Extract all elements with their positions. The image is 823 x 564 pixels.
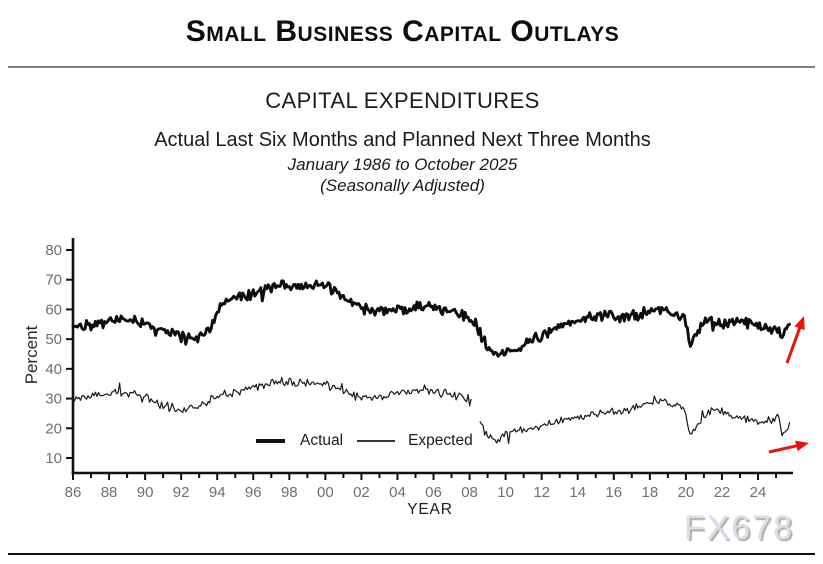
svg-text:10: 10 bbox=[45, 450, 62, 467]
legend-actual-label: Actual bbox=[300, 432, 344, 449]
axes bbox=[71, 238, 793, 475]
chart-adjustment-note: (Seasonally Adjusted) bbox=[320, 176, 485, 195]
legend-actual-line-swatch bbox=[256, 439, 285, 443]
x-axis-title: YEAR bbox=[407, 501, 452, 518]
chart-legend: Actual Expected bbox=[256, 431, 473, 451]
legend-expected-line-swatch bbox=[357, 440, 396, 442]
svg-text:50: 50 bbox=[45, 331, 62, 348]
svg-text:90: 90 bbox=[137, 484, 154, 501]
chart-date-range: January 1986 to October 2025 bbox=[287, 155, 518, 174]
svg-text:06: 06 bbox=[425, 484, 442, 501]
trend-arrow-expected bbox=[768, 440, 809, 454]
svg-text:60: 60 bbox=[45, 301, 62, 318]
svg-text:40: 40 bbox=[45, 361, 62, 378]
svg-text:20: 20 bbox=[678, 484, 695, 501]
footer-divider bbox=[8, 553, 815, 555]
svg-text:92: 92 bbox=[173, 484, 190, 501]
svg-text:00: 00 bbox=[317, 484, 334, 501]
svg-text:70: 70 bbox=[45, 272, 62, 289]
svg-text:24: 24 bbox=[750, 484, 767, 501]
svg-text:12: 12 bbox=[533, 484, 550, 501]
y-axis-title: Percent bbox=[22, 325, 41, 384]
actual-series-line bbox=[71, 279, 791, 358]
svg-text:08: 08 bbox=[461, 484, 478, 501]
title-divider bbox=[8, 66, 815, 68]
svg-text:18: 18 bbox=[641, 484, 658, 501]
svg-text:16: 16 bbox=[605, 484, 622, 501]
svg-text:04: 04 bbox=[389, 484, 406, 501]
svg-text:10: 10 bbox=[497, 484, 514, 501]
chart-heading: CAPITAL EXPENDITURES bbox=[265, 88, 540, 113]
svg-text:94: 94 bbox=[209, 484, 226, 501]
trend-arrow-actual bbox=[785, 316, 805, 364]
expected-series-line bbox=[72, 376, 791, 444]
y-axis-ticks: 10 20 30 40 50 60 70 80 bbox=[45, 242, 73, 467]
page-title: Small Business Capital Outlays bbox=[185, 15, 620, 48]
svg-text:22: 22 bbox=[714, 484, 731, 501]
svg-text:14: 14 bbox=[569, 484, 586, 501]
svg-text:98: 98 bbox=[281, 484, 298, 501]
svg-text:20: 20 bbox=[45, 420, 62, 437]
legend-expected-label: Expected bbox=[408, 432, 473, 449]
svg-text:80: 80 bbox=[45, 242, 62, 259]
svg-text:96: 96 bbox=[245, 484, 262, 501]
x-axis-ticks: 86 88 90 92 94 96 98 00 02 04 06 08 10 12 14 16 18 20 22 24 bbox=[65, 473, 778, 501]
watermark: FX678 bbox=[683, 509, 794, 547]
svg-text:30: 30 bbox=[45, 391, 62, 408]
svg-text:02: 02 bbox=[353, 484, 370, 501]
chart-subheading: Actual Last Six Months and Planned Next … bbox=[154, 129, 651, 151]
svg-text:88: 88 bbox=[101, 484, 118, 501]
svg-text:86: 86 bbox=[65, 484, 82, 501]
